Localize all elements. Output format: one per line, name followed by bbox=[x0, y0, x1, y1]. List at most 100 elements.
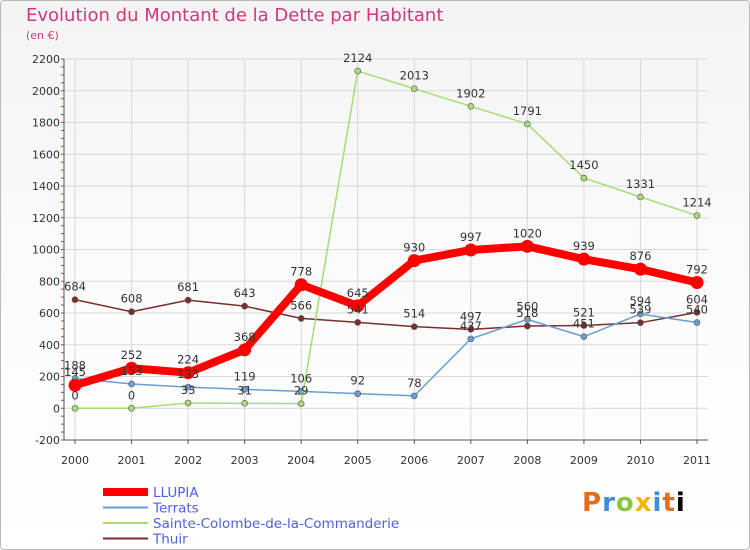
x-tick-label: 2009 bbox=[570, 454, 598, 467]
data-label: 2013 bbox=[400, 69, 429, 83]
data-point bbox=[637, 193, 644, 201]
data-point bbox=[407, 254, 421, 268]
data-label: 1791 bbox=[513, 104, 542, 118]
data-point bbox=[354, 67, 362, 75]
data-label: 608 bbox=[121, 292, 143, 306]
x-tick-label: 2007 bbox=[457, 454, 485, 467]
data-point bbox=[467, 103, 475, 110]
data-point bbox=[351, 299, 365, 313]
x-tick-label: 2004 bbox=[287, 454, 315, 467]
data-label: 539 bbox=[629, 303, 651, 317]
data-point bbox=[410, 392, 418, 400]
data-label: 930 bbox=[403, 241, 425, 255]
series-line bbox=[74, 313, 698, 397]
data-label: 1214 bbox=[682, 196, 711, 210]
data-label: 681 bbox=[177, 280, 199, 294]
data-point bbox=[520, 239, 534, 253]
x-tick-label: 2005 bbox=[344, 454, 372, 467]
legend-label: Terrats bbox=[152, 501, 199, 517]
data-label: 876 bbox=[629, 249, 651, 263]
data-point bbox=[68, 378, 82, 392]
data-label: 541 bbox=[347, 302, 369, 316]
x-tick-label: 2001 bbox=[118, 454, 146, 467]
data-label: 566 bbox=[290, 298, 312, 312]
legend: LLUPIATerratsSainte-Colombe-de-la-Comman… bbox=[103, 485, 399, 548]
data-label: 0 bbox=[71, 388, 78, 402]
data-point bbox=[184, 399, 192, 407]
data-point bbox=[125, 361, 139, 375]
data-label: 33 bbox=[181, 383, 196, 397]
x-tick-label: 2006 bbox=[400, 454, 428, 467]
series-lines bbox=[68, 67, 704, 412]
y-tick-label: 1200 bbox=[32, 212, 60, 225]
data-point bbox=[693, 309, 701, 316]
series-line bbox=[74, 70, 698, 409]
data-point bbox=[71, 404, 79, 412]
data-point bbox=[693, 212, 701, 219]
data-point bbox=[128, 404, 135, 412]
data-point bbox=[128, 308, 135, 316]
data-label: 518 bbox=[516, 306, 538, 320]
x-tick-label: 2003 bbox=[231, 454, 259, 467]
data-label: 0 bbox=[128, 388, 135, 402]
y-tick-label: 2200 bbox=[32, 53, 60, 66]
data-label: 645 bbox=[347, 286, 369, 300]
data-label: 643 bbox=[234, 286, 256, 300]
grid bbox=[64, 58, 708, 441]
series-line bbox=[74, 298, 698, 331]
data-point bbox=[354, 319, 362, 326]
data-point bbox=[577, 252, 591, 266]
data-label: 31 bbox=[237, 383, 252, 397]
x-tick-label: 2011 bbox=[683, 454, 711, 467]
data-point bbox=[467, 335, 475, 343]
data-label: 684 bbox=[64, 280, 86, 294]
data-label: 153 bbox=[121, 364, 143, 378]
data-label: 560 bbox=[516, 299, 538, 313]
legend-label: Thuir bbox=[152, 532, 188, 548]
data-label: 188 bbox=[64, 358, 86, 372]
data-label: 106 bbox=[290, 371, 312, 385]
data-label: 78 bbox=[407, 376, 422, 390]
data-point bbox=[410, 85, 418, 92]
data-label: 119 bbox=[234, 369, 256, 383]
y-tick-label: -200 bbox=[35, 434, 60, 447]
data-point bbox=[693, 319, 701, 326]
data-label: 521 bbox=[573, 306, 595, 320]
data-label: 497 bbox=[460, 309, 482, 323]
data-point bbox=[633, 262, 647, 276]
data-label: 514 bbox=[403, 307, 425, 321]
y-tick-label: 400 bbox=[39, 339, 60, 352]
data-label: 29 bbox=[294, 384, 309, 398]
legend-label: LLUPIA bbox=[153, 485, 199, 501]
data-label: 451 bbox=[573, 317, 595, 331]
data-point bbox=[71, 296, 79, 303]
series-line bbox=[71, 242, 701, 390]
axes: -200020040060080010001200140016001800200… bbox=[32, 53, 711, 467]
data-point bbox=[524, 120, 531, 128]
data-point bbox=[241, 302, 248, 310]
legend-label: Sainte-Colombe-de-la-Commanderie bbox=[153, 516, 399, 532]
data-point bbox=[297, 315, 305, 322]
data-label: 997 bbox=[460, 230, 482, 244]
data-labels: 684 608 681 643 566 541 514 497 518 521 539 604 188 1… bbox=[64, 51, 712, 402]
data-label: 2124 bbox=[343, 51, 372, 65]
data-label: 133 bbox=[177, 367, 199, 381]
data-point bbox=[524, 322, 531, 330]
data-point bbox=[241, 386, 248, 393]
y-tick-label: 600 bbox=[39, 307, 60, 320]
data-point bbox=[241, 400, 248, 407]
data-label: 604 bbox=[686, 292, 708, 306]
data-label: 437 bbox=[460, 319, 482, 333]
x-tick-label: 2000 bbox=[61, 454, 89, 467]
data-label: 594 bbox=[629, 294, 651, 308]
data-label: 1020 bbox=[513, 226, 542, 240]
data-point bbox=[580, 322, 588, 329]
data-point bbox=[181, 366, 195, 380]
x-tick-label: 2008 bbox=[513, 454, 541, 467]
data-point bbox=[128, 380, 135, 388]
data-label: 1450 bbox=[569, 158, 598, 172]
data-label: 540 bbox=[686, 303, 708, 317]
data-label: 1902 bbox=[456, 86, 485, 100]
